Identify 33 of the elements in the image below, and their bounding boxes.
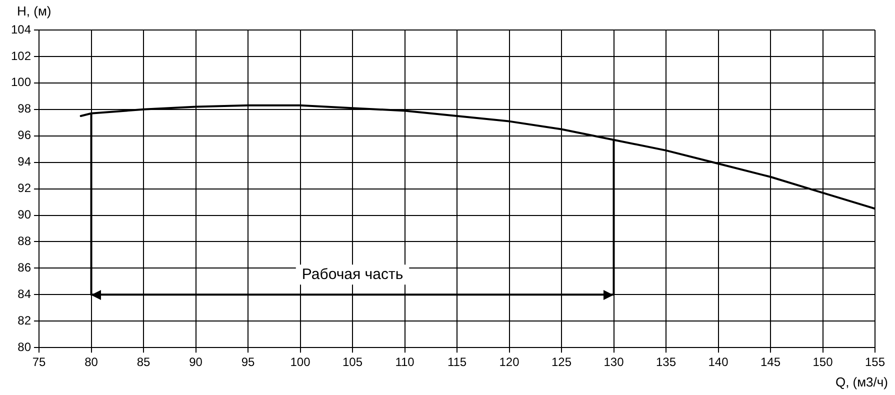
- x-axis-title: Q, (м3/ч): [835, 374, 888, 390]
- x-tick-label: 80: [84, 355, 98, 370]
- y-tick-label: 82: [18, 313, 32, 328]
- x-tick-label: 95: [241, 355, 256, 370]
- x-tick-label: 145: [760, 355, 781, 370]
- annotation: Рабочая часть: [302, 266, 404, 283]
- y-tick-label: 96: [18, 128, 32, 142]
- y-tick-label: 100: [10, 75, 32, 90]
- x-tick-label: 75: [32, 355, 46, 370]
- y-axis-title: H, (м): [17, 4, 52, 19]
- x-tick-label: 100: [290, 355, 311, 370]
- y-tick-label: 88: [18, 234, 32, 248]
- x-tick-label: 150: [812, 355, 834, 370]
- x-tick-label: 105: [342, 355, 363, 370]
- x-tick-label: 135: [656, 355, 676, 370]
- x-tick-label: 120: [499, 355, 520, 370]
- y-tick-label: 104: [10, 22, 32, 36]
- x-tick-label: 115: [447, 355, 467, 370]
- x-tick-label: 130: [604, 355, 624, 370]
- x-tick-label: 155: [864, 355, 886, 370]
- x-tick-label: 85: [136, 355, 151, 370]
- y-tick-label: 86: [18, 260, 32, 275]
- x-tick-label: 125: [551, 355, 572, 370]
- x-tick-label: 110: [395, 355, 415, 370]
- x-tick-label: 140: [708, 355, 729, 370]
- y-tick-label: 94: [18, 154, 32, 169]
- y-tick-label: 84: [18, 286, 32, 301]
- y-tick-label: 92: [18, 181, 32, 196]
- y-tick-label: 80: [18, 340, 32, 354]
- y-tick-label: 102: [10, 48, 32, 63]
- y-tick-label: 98: [18, 102, 32, 116]
- x-tick-label: 90: [189, 355, 203, 370]
- y-tick-label: 90: [18, 208, 32, 222]
